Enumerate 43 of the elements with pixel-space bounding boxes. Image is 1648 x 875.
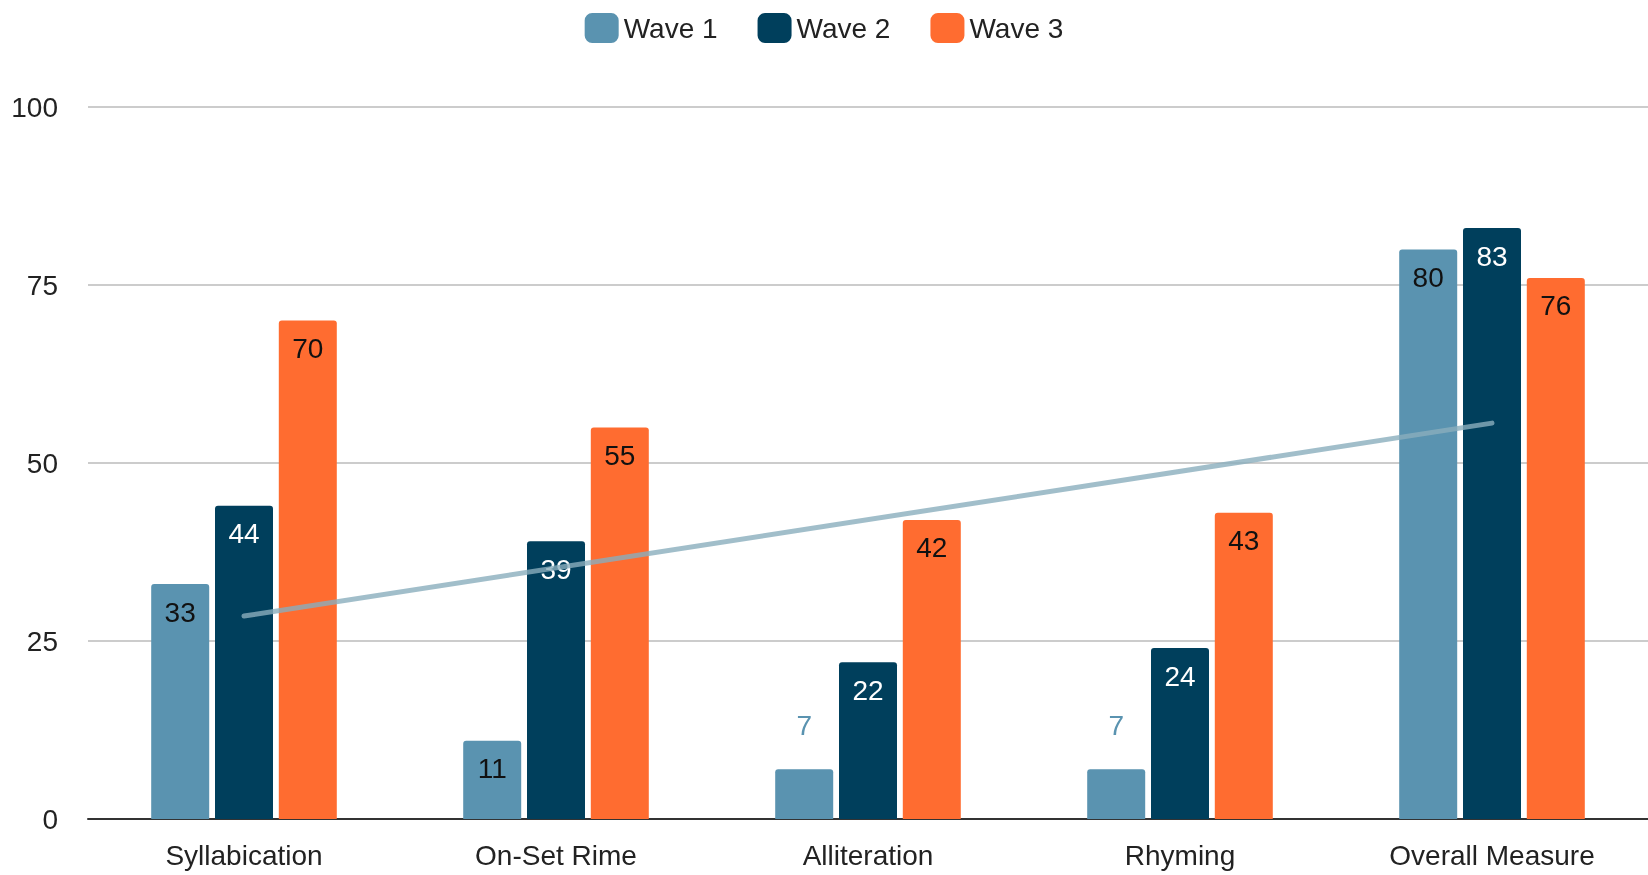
data-label: 11 xyxy=(477,753,507,785)
bar xyxy=(1526,277,1585,819)
x-tick-label: On-Set Rime xyxy=(475,839,637,871)
bar xyxy=(590,427,649,819)
bar xyxy=(527,541,585,819)
data-label: 76 xyxy=(1540,290,1572,322)
x-tick-label: Alliteration xyxy=(802,839,934,871)
legend-label: Wave 1 xyxy=(623,12,718,44)
bar xyxy=(1399,249,1458,819)
bar xyxy=(775,769,834,819)
bar xyxy=(463,740,522,819)
y-tick-label: 75 xyxy=(26,269,58,301)
data-label: 43 xyxy=(1228,525,1260,557)
bar xyxy=(1087,769,1146,819)
x-tick-label: Syllabication xyxy=(165,839,323,871)
y-tick-label: 25 xyxy=(26,625,58,657)
bar xyxy=(151,584,210,819)
data-label: 22 xyxy=(852,674,884,706)
y-tick-label: 100 xyxy=(11,91,58,123)
bar xyxy=(839,662,897,819)
bar xyxy=(1214,512,1273,819)
y-tick-label: 0 xyxy=(42,803,58,835)
data-label: 42 xyxy=(916,532,948,564)
data-label: 80 xyxy=(1412,261,1444,293)
data-label: 55 xyxy=(604,439,636,471)
legend-label: Wave 2 xyxy=(796,12,891,44)
data-label: 70 xyxy=(292,333,324,365)
x-tick-label: Overall Measure xyxy=(1389,839,1595,871)
bar xyxy=(1151,648,1209,819)
bar xyxy=(902,519,961,819)
data-label: 39 xyxy=(540,553,572,585)
bar xyxy=(278,320,337,819)
data-label: 33 xyxy=(164,596,196,628)
bar xyxy=(1463,228,1521,819)
x-tick-label: Rhyming xyxy=(1124,839,1236,871)
legend-label: Wave 3 xyxy=(969,12,1064,44)
data-label: 7 xyxy=(796,709,812,741)
y-tick-label: 50 xyxy=(26,447,58,479)
data-label: 44 xyxy=(228,518,260,550)
data-label: 7 xyxy=(1108,709,1124,741)
bar xyxy=(215,505,273,819)
data-label: 83 xyxy=(1476,240,1508,272)
data-label: 24 xyxy=(1164,660,1196,692)
